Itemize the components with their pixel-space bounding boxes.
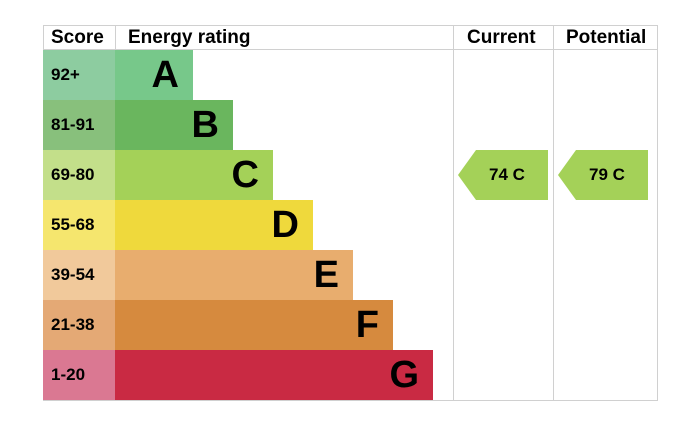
rating-bar-d: D xyxy=(115,200,313,250)
score-range-d: 55-68 xyxy=(43,200,115,250)
score-range-a: 92+ xyxy=(43,50,115,100)
grid-current-left xyxy=(453,25,454,401)
grid-right xyxy=(657,25,658,401)
score-range-f: 21-38 xyxy=(43,300,115,350)
energy-rating-header: Energy rating xyxy=(128,27,251,48)
current-rating-label: 74 C xyxy=(489,165,525,184)
rating-bar-g: G xyxy=(115,350,433,400)
rating-bar-b: B xyxy=(115,100,233,150)
rating-bar-c: C xyxy=(115,150,273,200)
potential-header: Potential xyxy=(566,27,647,48)
score-header: Score xyxy=(51,27,104,48)
rating-bar-a: A xyxy=(115,50,193,100)
score-range-e: 39-54 xyxy=(43,250,115,300)
grid-score-divider xyxy=(115,25,116,50)
rating-bar-f: F xyxy=(115,300,393,350)
score-range-g: 1-20 xyxy=(43,350,115,400)
potential-rating-label: 79 C xyxy=(589,165,625,184)
potential-rating-arrow: 79 C xyxy=(558,150,648,200)
score-range-c: 69-80 xyxy=(43,150,115,200)
current-rating-arrow: 74 C xyxy=(458,150,548,200)
current-header: Current xyxy=(467,27,536,48)
rating-bar-e: E xyxy=(115,250,353,300)
score-range-b: 81-91 xyxy=(43,100,115,150)
grid-potential-left xyxy=(553,25,554,401)
grid-top xyxy=(43,25,658,26)
grid-header-bottom xyxy=(43,49,658,50)
grid-bottom xyxy=(43,400,658,401)
current-arrow-shape xyxy=(458,150,548,200)
potential-arrow-shape xyxy=(558,150,648,200)
